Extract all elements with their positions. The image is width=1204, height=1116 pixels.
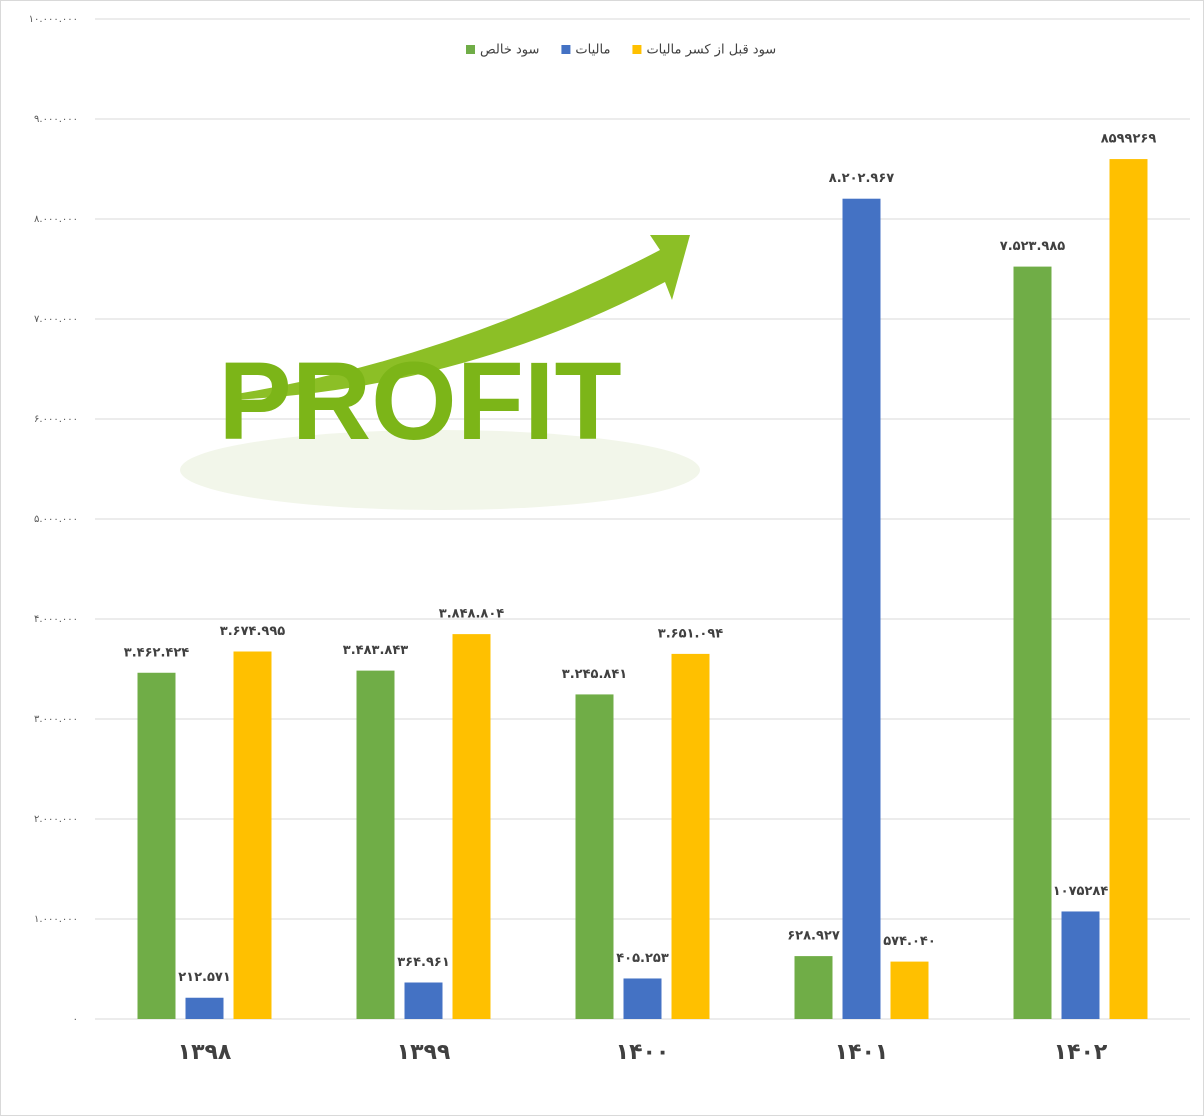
bar [137,672,176,1019]
y-tick-label: ۹.۰۰۰.۰۰۰ [34,114,78,125]
x-tick-label: ۱۳۹۹ [397,1040,451,1065]
value-label: ۳.۸۴۸.۸۰۴ [439,607,504,622]
value-label: ۸۵۹۹۲۶۹ [1101,132,1157,147]
y-tick-label: ۲.۰۰۰.۰۰۰ [34,814,78,825]
profit-reflection [180,430,700,510]
y-tick-label: ۷.۰۰۰.۰۰۰ [34,314,78,325]
y-tick-label: ۰ [73,1014,78,1025]
value-label: ۳۶۴.۹۶۱ [397,955,450,970]
legend-swatch [561,45,571,54]
bar [890,961,929,1019]
value-label: ۵۷۴.۰۴۰ [883,934,936,949]
y-tick-label: ۱.۰۰۰.۰۰۰ [34,914,78,925]
bar [356,670,395,1019]
x-tick-label: ۱۴۰۰ [616,1040,670,1065]
bar [233,651,272,1019]
profit-image: PROFIT [180,235,700,510]
value-label: ۱۰۷۵۲۸۴ [1053,884,1109,899]
y-tick-label: ۵.۰۰۰.۰۰۰ [34,514,78,525]
value-label: ۴۰۵.۲۵۳ [616,951,669,966]
value-label: ۳.۲۴۵.۸۴۱ [562,667,627,682]
bar [1109,159,1148,1019]
bar [842,198,881,1019]
value-label: ۳.۶۵۱.۰۹۴ [658,626,723,641]
value-label: ۸.۲۰۲.۹۶۷ [829,171,894,186]
x-tick-label: ۱۳۹۸ [178,1040,232,1065]
legend-label: سود خالص [480,43,539,58]
bar [575,694,614,1019]
value-label: ۳.۴۸۳.۸۴۳ [343,643,408,658]
y-tick-label: ۳.۰۰۰.۰۰۰ [34,714,78,725]
legend-swatch [466,45,475,54]
value-label: ۳.۴۶۲.۴۲۴ [124,645,189,660]
value-label: ۳.۶۷۴.۹۹۵ [220,624,285,639]
value-label: ۷.۵۲۳.۹۸۵ [1000,239,1065,254]
profit-text: PROFIT [218,340,621,463]
bar [404,982,443,1019]
bar [185,997,224,1019]
value-label: ۶۲۸.۹۲۷ [787,929,840,944]
legend-label: سود قبل از کسر مالیات [646,43,776,58]
x-tick-label: ۱۴۰۲ [1054,1040,1108,1065]
bar [671,653,710,1019]
x-tick-label: ۱۴۰۱ [835,1040,889,1065]
bar [1013,266,1052,1019]
bar [794,956,833,1019]
value-label: ۲۱۲.۵۷۱ [178,970,231,985]
bar [1061,911,1100,1019]
y-tick-label: ۱۰.۰۰۰.۰۰۰ [29,14,78,25]
y-tick-label: ۶.۰۰۰.۰۰۰ [34,414,78,425]
bar [623,978,662,1019]
y-tick-label: ۴.۰۰۰.۰۰۰ [34,614,78,625]
y-tick-label: ۸.۰۰۰.۰۰۰ [34,214,78,225]
legend-label: مالیات [575,43,610,58]
legend-swatch [632,45,642,54]
bar [452,634,491,1019]
